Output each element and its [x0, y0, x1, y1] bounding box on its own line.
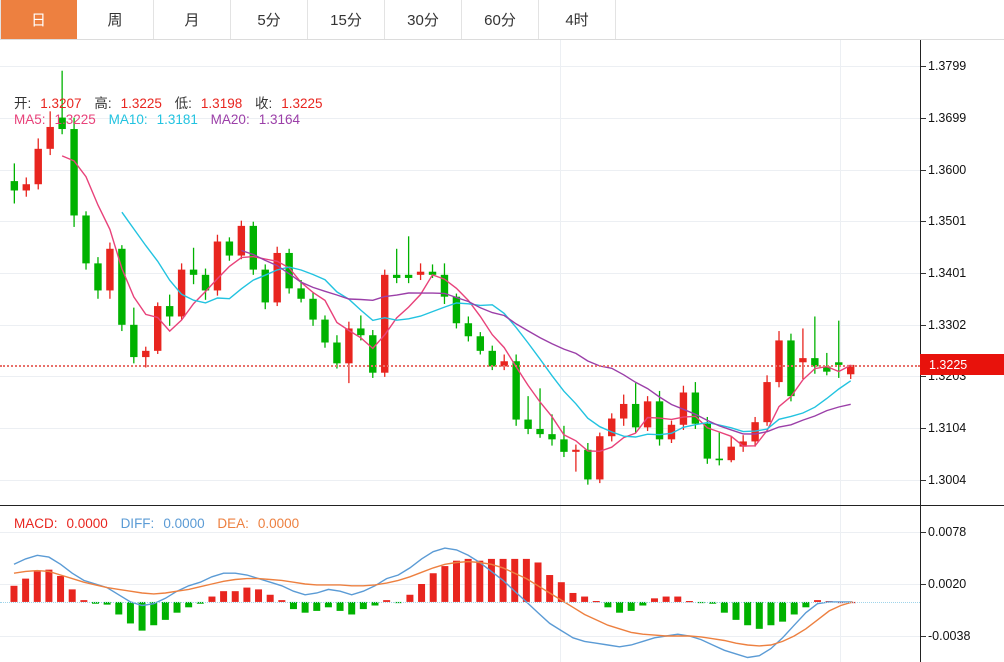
- macd-gridline: [0, 636, 920, 637]
- period-tab-6[interactable]: 60分: [462, 0, 539, 39]
- price-gridline-vertical: [840, 40, 841, 505]
- price-gridline: [0, 66, 920, 67]
- period-tab-3[interactable]: 5分: [231, 0, 308, 39]
- price-gridline: [0, 221, 920, 223]
- price-axis-tick: 1.3799: [921, 59, 966, 73]
- macd-gridline-vertical: [840, 506, 841, 662]
- price-axis-tick: 1.3699: [921, 111, 966, 125]
- price-gridline-vertical: [560, 40, 561, 505]
- macd-axis-tick: 0.0078: [921, 525, 966, 539]
- period-tab-active-0[interactable]: 日: [0, 0, 77, 39]
- price-plot[interactable]: [0, 40, 920, 505]
- macd-gridline: [0, 532, 920, 533]
- price-gridline: [0, 427, 920, 429]
- period-tab-7[interactable]: 4时: [539, 0, 616, 39]
- macd-axis-tick: 0.0020: [921, 577, 966, 591]
- price-pane: 开: 1.3207 高: 1.3225 低: 1.3198 收: 1.3225 MA5:…: [0, 40, 1004, 506]
- price-gridline: [0, 376, 920, 378]
- ma-line-20: [241, 249, 851, 435]
- macd-axis-tick: -0.0038: [921, 629, 970, 643]
- tab-bar-filler: [616, 0, 1004, 39]
- macd-diff-line: [13, 547, 853, 659]
- macd-axis: 0.0078 0.0020 -0.0038: [920, 506, 1004, 662]
- current-price-badge: 1.3225: [920, 354, 1004, 376]
- price-axis-tick: 1.3501: [921, 214, 966, 228]
- period-tab-1[interactable]: 周: [77, 0, 154, 39]
- ma-line-10: [121, 211, 852, 438]
- price-gridline: [0, 324, 920, 326]
- price-gridline: [0, 480, 920, 481]
- price-gridline: [0, 118, 920, 120]
- candlestick-series: [10, 70, 855, 485]
- price-axis-tick: 1.3401: [921, 266, 966, 280]
- macd-plot[interactable]: [0, 506, 920, 662]
- macd-series: [10, 547, 856, 659]
- price-axis-tick: 1.3104: [921, 421, 966, 435]
- price-axis-tick: 1.3004: [921, 473, 966, 487]
- ma-line-5: [61, 155, 852, 453]
- price-axis: 1.3799 1.3699 1.3600 1.3501 1.3401 1.3302 1.32…: [920, 40, 1004, 505]
- current-price-line: [0, 364, 920, 367]
- period-tab-4[interactable]: 15分: [308, 0, 385, 39]
- period-tab-2[interactable]: 月: [154, 0, 231, 39]
- price-axis-tick: 1.3302: [921, 318, 966, 332]
- chart-area: 开: 1.3207 高: 1.3225 低: 1.3198 收: 1.3225 MA5:…: [0, 40, 1004, 662]
- price-gridline: [0, 169, 920, 171]
- macd-dea-line: [13, 560, 853, 647]
- period-tab-5[interactable]: 30分: [385, 0, 462, 39]
- macd-zero-line: [0, 601, 920, 603]
- price-gridline: [0, 273, 920, 275]
- price-axis-tick: 1.3600: [921, 163, 966, 177]
- period-tab-bar: 日周月 5分 15分 30分 60分 4时: [0, 0, 1004, 40]
- macd-pane: MACD: 0.0000 DIFF: 0.0000 DEA: 0.0000 0.007…: [0, 506, 1004, 662]
